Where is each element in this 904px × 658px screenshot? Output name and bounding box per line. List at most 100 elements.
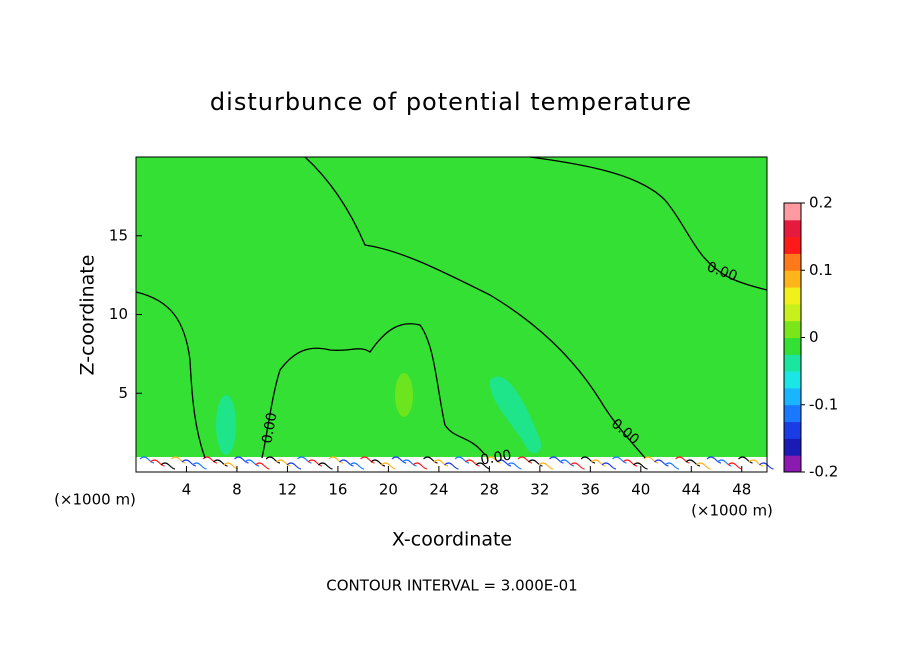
- chart-title: disturbunce of potential temperature: [210, 88, 692, 116]
- colorbar: 0.2 0.1 0 -0.1 -0.2: [783, 194, 838, 481]
- surface-contour: [748, 459, 764, 467]
- surface-contour: [696, 462, 711, 470]
- colorbar-segment: [784, 387, 801, 406]
- y-tick-label: 5: [118, 384, 128, 402]
- surface-contour: [318, 462, 333, 470]
- surface-contour: [150, 459, 165, 467]
- surface-contour: [160, 462, 176, 470]
- surface-contour: [685, 459, 701, 467]
- surface-contour: [643, 456, 659, 464]
- surface-contour: [675, 456, 690, 464]
- surface-contour: [412, 462, 428, 470]
- footnote: CONTOUR INTERVAL = 3.000E-01: [326, 577, 577, 595]
- surface-contour: [423, 456, 438, 464]
- x-tick-label: 48: [732, 481, 751, 499]
- surface-contour: [517, 456, 533, 464]
- x-tick-label: 36: [581, 481, 600, 499]
- surface-contour: [580, 456, 596, 464]
- y-tick-label: 10: [109, 305, 128, 323]
- surface-contour: [370, 459, 386, 467]
- surface-contour: [559, 459, 575, 467]
- surface-contour: [297, 456, 312, 464]
- surface-contour: [402, 459, 417, 467]
- surface-contour: [433, 459, 449, 467]
- colorbar-segment: [784, 371, 801, 389]
- surface-contour: [622, 459, 638, 467]
- colorbar-tick-label: 0.1: [809, 261, 833, 279]
- contour-line: [135, 291, 206, 459]
- y-axis-label: Z-coordinate: [77, 255, 99, 376]
- contours: [135, 156, 768, 459]
- colorbar-segment: [784, 253, 801, 271]
- field: [136, 157, 767, 472]
- colorbar-segment: [784, 219, 801, 238]
- colorbar-segment: [784, 354, 801, 372]
- surface-contour: [654, 459, 669, 467]
- field-blob: [216, 395, 236, 455]
- x-tick-label: 16: [328, 481, 347, 499]
- contour-line: [529, 156, 768, 291]
- x-axis-label: X-coordinate: [392, 529, 512, 551]
- surface-contour: [381, 462, 396, 470]
- surface-contour: [181, 459, 197, 467]
- colorbar-tick-label: -0.2: [809, 463, 838, 481]
- x-tick-label: 40: [631, 481, 650, 499]
- surface-contour: [192, 462, 207, 470]
- surface-contour: [349, 462, 365, 470]
- contour-line: [261, 323, 486, 459]
- colorbar-tick-label: 0: [809, 328, 819, 346]
- colorbar-segment: [784, 303, 801, 322]
- x-tick-label: 4: [182, 481, 192, 499]
- surface-contour: [339, 459, 354, 467]
- surface-contour: [244, 459, 260, 467]
- surface-contour: [255, 462, 270, 470]
- contour-line: [304, 156, 646, 459]
- surface-contour: [486, 456, 501, 464]
- surface-contour: [549, 456, 564, 464]
- colorbar-segment: [784, 404, 801, 423]
- surface-contour: [286, 462, 302, 470]
- x-tick-label: 32: [530, 481, 549, 499]
- surface-contour: [360, 456, 375, 464]
- x-tick-label: 12: [278, 481, 297, 499]
- surface-contour: [633, 462, 648, 470]
- surface-contour: [454, 456, 470, 464]
- colorbar-tick-label: -0.1: [809, 395, 838, 413]
- x-tick-label: 44: [682, 481, 701, 499]
- colorbar-segment: [784, 287, 801, 305]
- x-tick-label: 20: [379, 481, 398, 499]
- colorbar-tick-label: 0.2: [809, 194, 833, 212]
- colorbar-segment: [784, 337, 801, 355]
- x-unit-label: (×1000 m): [691, 502, 773, 520]
- colorbar-segment: [784, 421, 801, 439]
- surface-contour: [444, 462, 459, 470]
- surface-contour: [496, 459, 512, 467]
- surface-contour: [601, 462, 617, 470]
- surface-contour: [591, 459, 606, 467]
- surface-contour: [475, 462, 491, 470]
- colorbar-segment: [784, 455, 801, 473]
- surface-contour: [570, 462, 585, 470]
- surface-contour: [738, 456, 753, 464]
- colorbar-segment: [784, 236, 801, 254]
- surface-contour: [717, 459, 732, 467]
- x-tick-label: 24: [429, 481, 448, 499]
- plot-area: [135, 156, 774, 473]
- surface-contour: [307, 459, 323, 467]
- surface-contour: [507, 462, 522, 470]
- surface-contour: [664, 462, 680, 470]
- field-blob: [489, 376, 542, 454]
- surface-contour: [727, 462, 743, 470]
- surface-contour: [465, 459, 480, 467]
- surface-contour: [171, 456, 186, 464]
- colorbar-segment: [784, 203, 801, 221]
- surface-contour: [528, 459, 543, 467]
- surface-contour: [538, 462, 554, 470]
- surface-contour: [234, 456, 249, 464]
- colorbar-segment: [784, 270, 801, 288]
- surface-contour: [265, 456, 281, 464]
- contour-label: 0.00: [479, 447, 512, 468]
- y-tick-label: 15: [109, 226, 128, 244]
- surface-contour: [612, 456, 627, 464]
